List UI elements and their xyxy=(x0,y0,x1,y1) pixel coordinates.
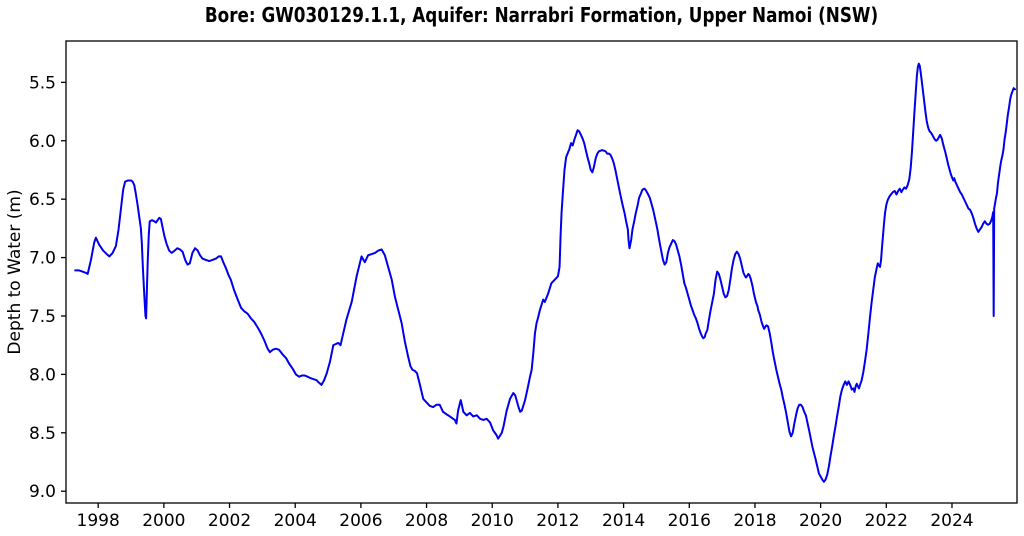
x-tick-label: 2024 xyxy=(930,511,973,531)
x-tick-label: 2000 xyxy=(142,511,185,531)
x-tick-label: 2012 xyxy=(536,511,579,531)
x-tick-label: 2004 xyxy=(274,511,317,531)
x-tick-label: 2022 xyxy=(865,511,908,531)
x-tick-label: 2006 xyxy=(339,511,382,531)
y-tick-label: 5.5 xyxy=(29,73,56,93)
depth-to-water-line xyxy=(74,62,1017,483)
y-axis: 5.5 6.0 6.5 7.0 7.5 8.0 8.5 9.0 xyxy=(29,73,66,502)
y-tick-label: 7.0 xyxy=(29,249,56,269)
y-tick-label: 8.5 xyxy=(29,424,56,444)
x-tick-label: 2014 xyxy=(602,511,645,531)
y-tick-label: 7.5 xyxy=(29,307,56,327)
y-axis-label: Depth to Water (m) xyxy=(5,189,25,354)
x-tick-label: 2020 xyxy=(799,511,842,531)
x-tick-label: 2018 xyxy=(733,511,776,531)
y-tick-label: 6.0 xyxy=(29,132,56,152)
y-tick-label: 8.0 xyxy=(29,365,56,385)
x-tick-label: 2016 xyxy=(668,511,711,531)
x-tick-label: 1998 xyxy=(77,511,120,531)
y-tick-label: 9.0 xyxy=(29,482,56,502)
x-axis: 1998 2000 2002 2004 2006 2008 2010 2012 2014 2016… xyxy=(77,503,974,531)
plot-border xyxy=(65,40,1018,504)
y-tick-label: 6.5 xyxy=(29,190,56,210)
x-tick-label: 2010 xyxy=(471,511,514,531)
x-tick-label: 2002 xyxy=(208,511,251,531)
x-tick-label: 2008 xyxy=(405,511,448,531)
chart-title: Bore: GW030129.1.1, Aquifer: Narrabri Fo… xyxy=(204,3,879,27)
